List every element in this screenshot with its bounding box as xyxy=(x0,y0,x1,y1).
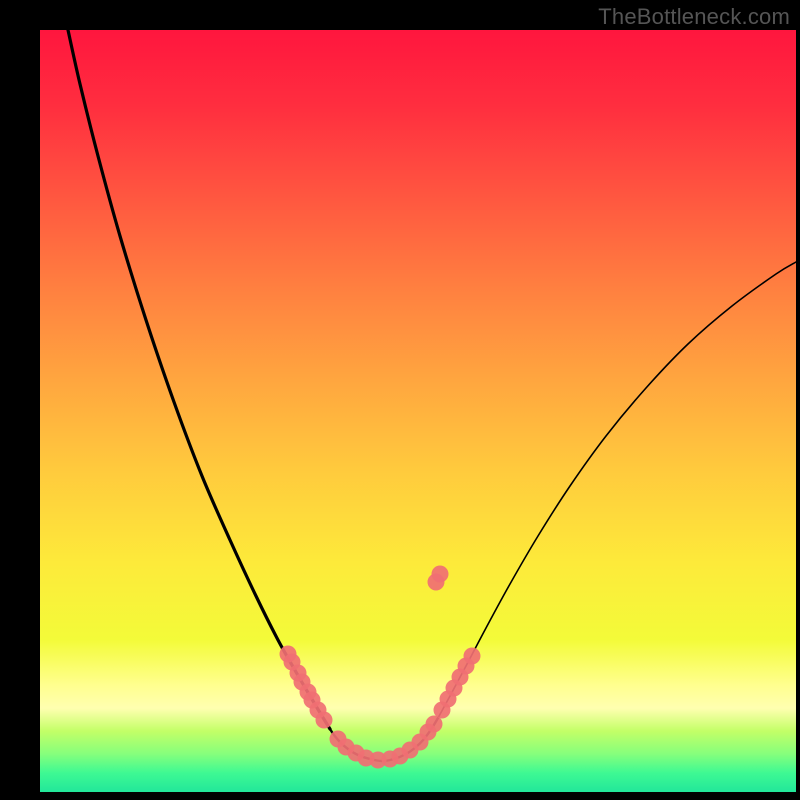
bottleneck-curve-left xyxy=(68,30,330,729)
curve-marker xyxy=(464,648,481,665)
curve-layer xyxy=(40,30,796,792)
watermark-text: TheBottleneck.com xyxy=(598,4,790,30)
bottleneck-curve-right xyxy=(438,262,796,718)
curve-marker xyxy=(432,566,449,583)
curve-markers xyxy=(280,566,481,769)
curve-marker xyxy=(316,712,333,729)
plot-area xyxy=(40,30,796,792)
